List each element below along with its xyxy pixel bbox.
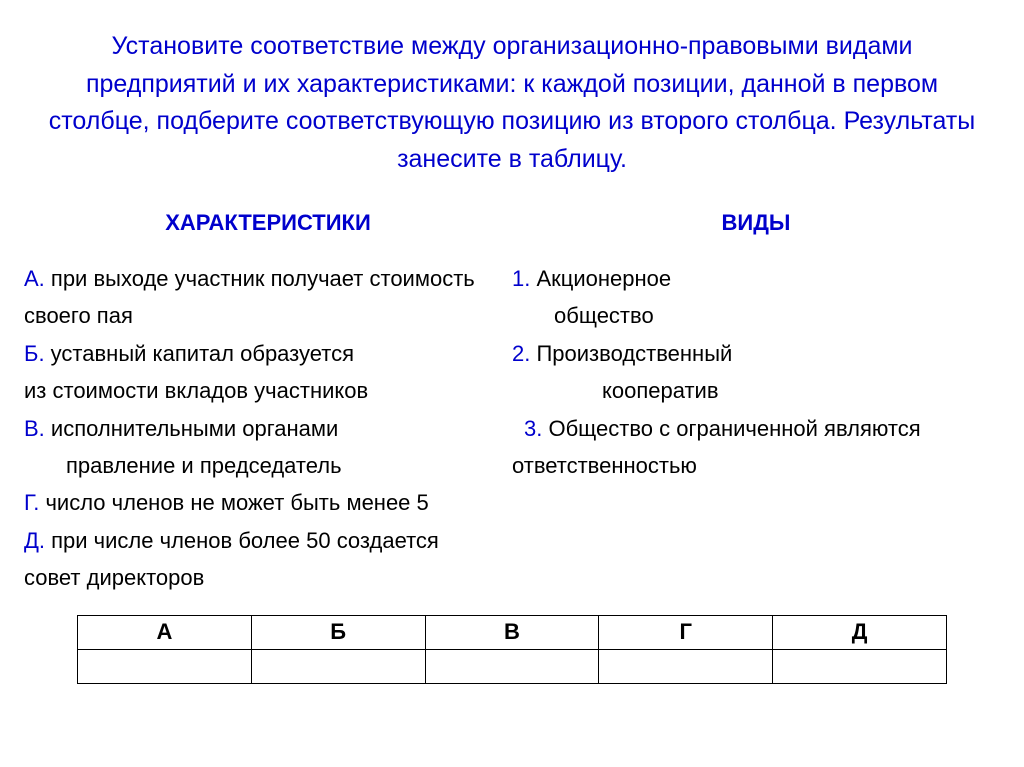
table-answer-cell[interactable] <box>773 649 947 683</box>
types-header: ВИДЫ <box>512 210 1000 236</box>
table-header-cell: А <box>78 615 252 649</box>
item-letter: 2. <box>512 341 530 366</box>
item-letter: Д. <box>24 528 45 553</box>
content-row: своего пая общество <box>24 297 1000 334</box>
table-header-cell: Б <box>251 615 425 649</box>
column-headers: ХАРАКТЕРИСТИКИ ВИДЫ <box>24 210 1000 248</box>
item-text: при числе членов более 50 создается <box>45 528 439 553</box>
content-row: А. при выходе участник получает стоимост… <box>24 260 1000 297</box>
item-text: совет директоров <box>24 565 204 590</box>
item-letter: 1. <box>512 266 530 291</box>
item-text: число членов не может быть менее 5 <box>39 490 428 515</box>
item-text: своего пая <box>24 303 133 328</box>
item-text: при выходе участник получает стоимость <box>45 266 475 291</box>
content-row: правление и председатель ответственностью <box>24 447 1000 484</box>
content-row: Б. уставный капитал образуется 2. Произво… <box>24 335 1000 372</box>
item-text: уставный капитал образуется <box>45 341 354 366</box>
item-text: общество <box>554 303 654 328</box>
table-header-cell: В <box>425 615 599 649</box>
item-text: ответственностью <box>512 453 697 478</box>
item-letter: Б. <box>24 341 45 366</box>
table-header-cell: Д <box>773 615 947 649</box>
characteristics-header: ХАРАКТЕРИСТИКИ <box>24 210 512 236</box>
answer-table: А Б В Г Д <box>77 615 947 684</box>
item-text: кооператив <box>602 378 719 403</box>
task-title: Установите соответствие между организаци… <box>24 28 1000 178</box>
item-letter: А. <box>24 266 45 291</box>
table-answer-cell[interactable] <box>78 649 252 683</box>
table-answer-cell[interactable] <box>251 649 425 683</box>
content-row: из стоимости вкладов участников кооперати… <box>24 372 1000 409</box>
item-text: Производственный <box>530 341 732 366</box>
content-row: Д. при числе членов более 50 создается <box>24 522 1000 559</box>
item-text: Общество с ограниченной являются <box>542 416 920 441</box>
content-row: В. исполнительными органами 3. Общество с… <box>24 410 1000 447</box>
item-text: правление и председатель <box>66 453 342 478</box>
table-header-cell: Г <box>599 615 773 649</box>
table-answer-row <box>78 649 947 683</box>
content-row: совет директоров <box>24 559 1000 596</box>
table-header-row: А Б В Г Д <box>78 615 947 649</box>
item-text: Акционерное <box>530 266 671 291</box>
table-answer-cell[interactable] <box>599 649 773 683</box>
item-letter: В. <box>24 416 45 441</box>
item-letter: Г. <box>24 490 39 515</box>
item-letter: 3. <box>524 416 542 441</box>
content-row: Г. число членов не может быть менее 5 <box>24 484 1000 521</box>
table-answer-cell[interactable] <box>425 649 599 683</box>
item-text: исполнительными органами <box>45 416 339 441</box>
item-text: из стоимости вкладов участников <box>24 378 368 403</box>
content-rows: А. при выходе участник получает стоимост… <box>24 260 1000 597</box>
